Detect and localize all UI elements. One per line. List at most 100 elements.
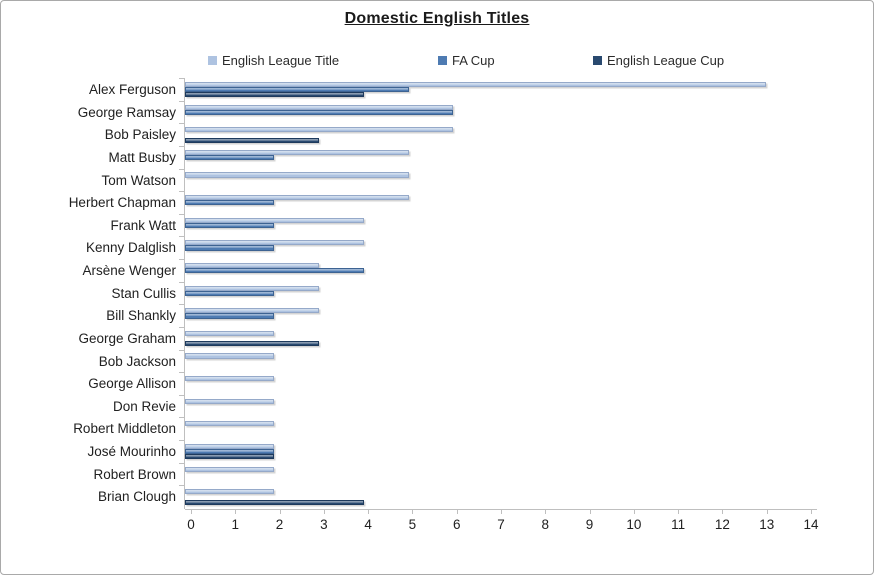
category-row: Bob Paisley bbox=[1, 123, 811, 147]
bar-english-league-cup bbox=[185, 92, 364, 98]
x-axis-tick bbox=[589, 510, 591, 514]
y-axis-tick bbox=[179, 191, 185, 193]
category-row: Kenny Dalglish bbox=[1, 236, 811, 260]
category-row: Frank Watt bbox=[1, 213, 811, 238]
x-axis-tick-label: 2 bbox=[275, 517, 284, 532]
y-axis-tick bbox=[179, 281, 185, 283]
category-label: Alex Ferguson bbox=[88, 82, 176, 97]
bar-fa-cup bbox=[185, 268, 364, 274]
legend-item-english-league-cup: English League Cup bbox=[593, 51, 724, 69]
x-axis-tick bbox=[323, 510, 325, 514]
bar-english-league-title bbox=[185, 466, 275, 472]
category-label: Arsène Wenger bbox=[82, 263, 176, 278]
category-row: Robert Middleton bbox=[1, 417, 811, 441]
y-axis-tick bbox=[179, 168, 185, 170]
bar-english-league-title bbox=[185, 330, 275, 336]
bar-english-league-cup bbox=[185, 341, 320, 347]
y-axis-tick bbox=[179, 440, 185, 441]
category-row: Stan Cullis bbox=[1, 281, 811, 306]
legend-item-fa-cup: FA Cup bbox=[438, 51, 495, 69]
bar-group bbox=[179, 123, 811, 147]
bar-english-league-title bbox=[185, 285, 320, 291]
category-row: Brian Clough bbox=[1, 485, 811, 509]
category-label: George Graham bbox=[78, 330, 176, 346]
x-axis-tick-label: 9 bbox=[585, 517, 594, 532]
x-axis-tick bbox=[678, 510, 680, 514]
bar-group bbox=[179, 281, 811, 306]
x-axis-tick bbox=[500, 510, 502, 514]
bar-group bbox=[179, 394, 811, 419]
y-axis-tick bbox=[179, 145, 185, 147]
bar-group bbox=[179, 304, 811, 328]
legend-label: English League Cup bbox=[607, 52, 725, 68]
legend-swatch-english-league-title-icon bbox=[208, 55, 217, 65]
x-axis-tick bbox=[456, 510, 458, 514]
y-axis-tick bbox=[179, 213, 185, 215]
category-label: Stan Cullis bbox=[111, 285, 176, 301]
x-axis-tick bbox=[279, 510, 281, 514]
x-axis-tick-label: 3 bbox=[320, 517, 328, 532]
x-axis-tick-label: 14 bbox=[803, 517, 819, 532]
bar-fa-cup bbox=[185, 222, 275, 229]
x-axis-tick-label: 12 bbox=[714, 517, 730, 532]
y-axis-tick bbox=[179, 349, 185, 351]
bar-group bbox=[179, 440, 811, 464]
category-label: Bob Jackson bbox=[98, 353, 176, 369]
bar-group bbox=[179, 145, 811, 170]
category-row: George Allison bbox=[1, 372, 811, 396]
bar-group bbox=[179, 372, 811, 396]
bar-fa-cup bbox=[185, 313, 275, 319]
bar-english-league-title bbox=[185, 104, 454, 110]
bar-english-league-title bbox=[185, 398, 275, 404]
category-label: Bob Paisley bbox=[104, 127, 176, 143]
bar-english-league-cup bbox=[185, 499, 364, 505]
bar-english-league-title bbox=[185, 376, 275, 382]
legend-swatch-english-league-cup-icon bbox=[593, 55, 602, 65]
y-axis-tick bbox=[179, 100, 185, 102]
legend-item-english-league-title: English League Title bbox=[208, 51, 339, 69]
x-axis-tick bbox=[412, 510, 414, 514]
x-axis-tick-label: 13 bbox=[759, 517, 775, 532]
category-label: José Mourinho bbox=[87, 444, 176, 459]
bar-english-league-cup bbox=[185, 454, 275, 460]
y-axis-tick bbox=[179, 259, 185, 260]
x-axis-tick bbox=[633, 510, 635, 514]
category-label: Kenny Dalglish bbox=[85, 240, 176, 256]
bar-fa-cup bbox=[185, 200, 275, 206]
bar-english-league-title bbox=[185, 353, 275, 359]
category-row: Matt Busby bbox=[1, 145, 811, 170]
category-label: Don Revie bbox=[112, 398, 176, 414]
x-axis-tick bbox=[191, 510, 192, 514]
bar-english-league-title bbox=[185, 149, 409, 155]
category-label: George Ramsay bbox=[77, 104, 176, 120]
bar-group bbox=[179, 485, 811, 509]
category-label: Matt Busby bbox=[108, 149, 176, 165]
legend: English League Title FA Cup English Leag… bbox=[1, 51, 873, 69]
bar-fa-cup bbox=[185, 87, 409, 93]
category-row: Arsène Wenger bbox=[1, 259, 811, 283]
bar-english-league-cup bbox=[185, 137, 320, 143]
category-label: Robert Middleton bbox=[73, 421, 176, 437]
bar-group bbox=[179, 349, 811, 374]
bar-group bbox=[179, 168, 811, 193]
bar-group bbox=[179, 236, 811, 260]
category-label: Frank Watt bbox=[110, 217, 176, 233]
bar-english-league-title bbox=[185, 443, 275, 450]
bar-group bbox=[179, 417, 811, 441]
bar-fa-cup bbox=[185, 109, 454, 115]
x-axis-tick-label: 6 bbox=[452, 517, 461, 532]
x-axis-tick-label: 4 bbox=[364, 517, 372, 532]
x-axis: 0 1 2 3 4 5 6 7 8 9 10 11 12 13 14 bbox=[185, 509, 819, 538]
x-axis-tick-label: 1 bbox=[231, 517, 240, 532]
y-axis-tick bbox=[179, 372, 185, 374]
x-axis-tick bbox=[235, 510, 237, 514]
y-axis-tick bbox=[179, 326, 185, 328]
bar-english-league-title bbox=[185, 127, 454, 133]
x-axis-tick bbox=[766, 510, 768, 514]
x-axis-tick bbox=[722, 510, 724, 514]
bar-english-league-title bbox=[185, 172, 409, 178]
x-axis-tick-label: 0 bbox=[187, 517, 195, 532]
category-row: Bob Jackson bbox=[1, 349, 811, 374]
x-axis-tick bbox=[545, 510, 547, 514]
y-axis-tick bbox=[179, 78, 185, 79]
